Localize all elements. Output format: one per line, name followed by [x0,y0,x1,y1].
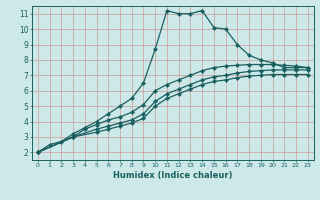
X-axis label: Humidex (Indice chaleur): Humidex (Indice chaleur) [113,171,233,180]
